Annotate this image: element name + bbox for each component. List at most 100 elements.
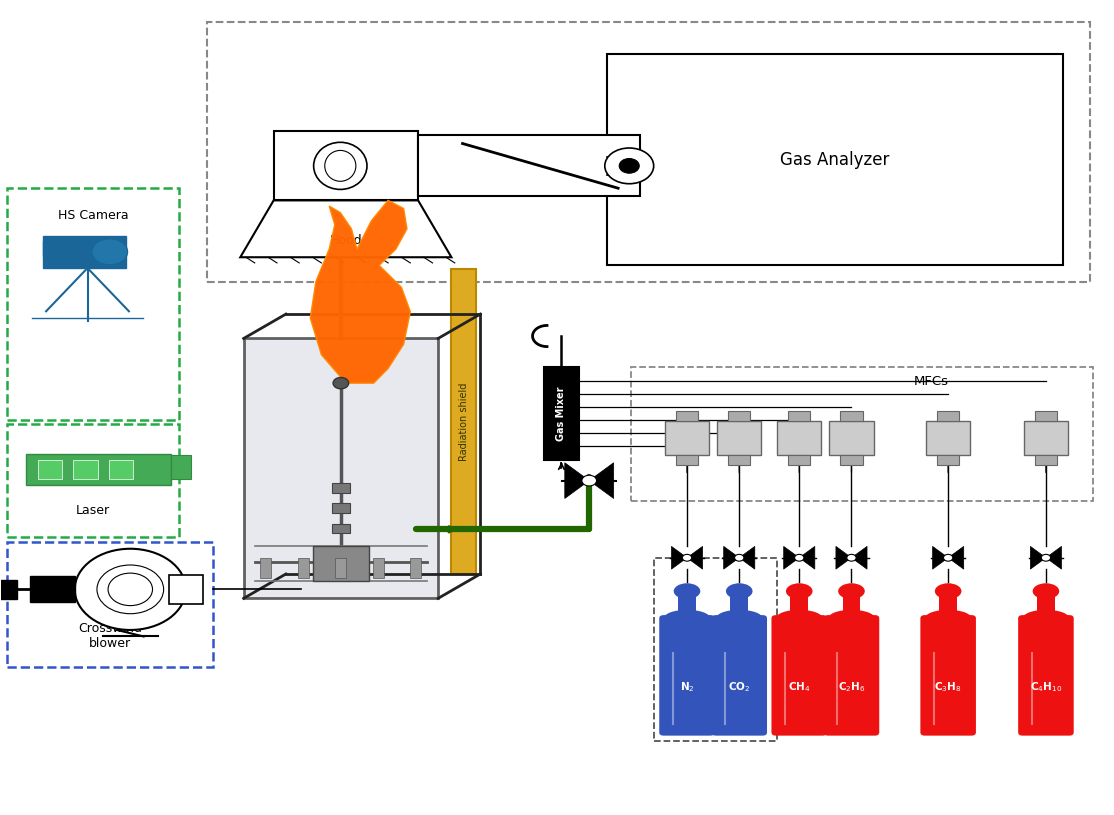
Circle shape [683,554,692,562]
Polygon shape [724,546,740,569]
FancyBboxPatch shape [1018,615,1074,736]
Bar [790,591,808,615]
Polygon shape [1030,546,1046,569]
Bar [676,411,698,421]
Text: HS Camera: HS Camera [58,209,128,222]
Text: Gas Analyzer: Gas Analyzer [780,151,889,169]
Bar [332,483,350,493]
Text: C$_4$H$_{10}$: C$_4$H$_{10}$ [1029,680,1062,694]
Circle shape [333,377,349,389]
Bar [335,557,346,578]
Bar [788,411,810,421]
Bar [1035,455,1057,465]
Bar [829,421,873,455]
Polygon shape [672,546,687,569]
Circle shape [92,239,127,265]
Bar [244,338,438,598]
Text: CH$_4$: CH$_4$ [788,680,811,694]
Bar [840,455,862,465]
Text: N$_2$: N$_2$ [680,680,694,694]
Ellipse shape [1033,584,1059,599]
Polygon shape [932,546,948,569]
Text: Laser: Laser [76,504,110,518]
Bar [332,504,350,513]
Bar [632,367,1093,501]
Bar [170,455,190,479]
Bar [731,591,749,615]
Ellipse shape [664,610,711,627]
Bar [678,591,696,615]
Bar [788,455,810,465]
Polygon shape [687,546,703,569]
FancyBboxPatch shape [772,615,827,736]
Circle shape [75,548,186,630]
Ellipse shape [325,151,355,181]
Bar [729,411,751,421]
Text: CO$_2$: CO$_2$ [729,680,751,694]
Polygon shape [851,546,867,569]
Bar [729,455,751,465]
Ellipse shape [925,610,971,627]
Bar [840,411,862,421]
Bar [332,524,350,533]
Ellipse shape [776,610,822,627]
Polygon shape [783,546,799,569]
Polygon shape [740,546,755,569]
Bar [38,460,62,479]
FancyBboxPatch shape [920,615,976,736]
Ellipse shape [726,584,753,599]
Bar [207,22,1091,282]
Ellipse shape [828,610,874,627]
Bar [7,188,179,420]
Bar [654,558,776,741]
Bar [926,421,970,455]
Polygon shape [241,200,451,258]
Circle shape [794,554,804,562]
Bar [30,576,75,602]
Circle shape [944,554,952,562]
FancyBboxPatch shape [823,615,879,736]
Text: Hood: Hood [330,235,362,248]
Bar [7,541,213,667]
Ellipse shape [314,143,367,189]
Text: Radiation shield: Radiation shield [459,382,469,461]
Bar [1024,421,1068,455]
Ellipse shape [674,584,701,599]
Bar [43,241,68,256]
Ellipse shape [1023,610,1069,627]
Bar [0,579,17,599]
Bar [313,545,369,580]
FancyBboxPatch shape [659,615,715,736]
Polygon shape [799,546,814,569]
Bar [7,424,179,537]
Bar [27,454,170,485]
Bar [410,557,421,578]
Polygon shape [836,546,851,569]
Text: Gas Mixer: Gas Mixer [557,386,566,441]
Circle shape [605,148,654,183]
Polygon shape [1046,546,1062,569]
Ellipse shape [716,610,763,627]
Bar [43,236,126,268]
Ellipse shape [935,584,961,599]
Polygon shape [948,546,964,569]
Bar [842,591,860,615]
Bar [665,421,710,455]
Bar [778,421,821,455]
Bar [607,54,1063,266]
Circle shape [1042,554,1051,562]
Bar [937,411,959,421]
Circle shape [847,554,857,562]
Bar [544,367,579,460]
Ellipse shape [838,584,864,599]
Bar [74,460,98,479]
Bar [451,270,476,574]
Bar [1037,591,1055,615]
Polygon shape [589,463,614,499]
Text: MFCs: MFCs [913,375,949,388]
Bar [274,131,418,200]
Text: C$_2$H$_6$: C$_2$H$_6$ [838,680,866,694]
Bar [1035,411,1057,421]
Text: Crosswind
blower: Crosswind blower [78,622,141,650]
Bar [109,460,133,479]
